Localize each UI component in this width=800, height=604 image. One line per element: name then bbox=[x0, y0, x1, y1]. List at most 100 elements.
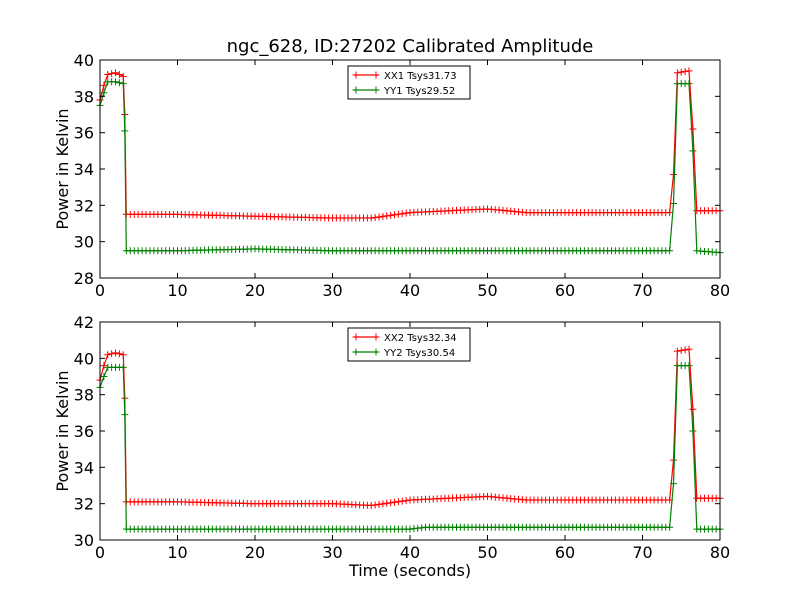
y-tick-label: 38 bbox=[74, 87, 94, 106]
data-point bbox=[681, 68, 689, 76]
data-point bbox=[119, 351, 127, 359]
y-axis-label: Power in Kelvin bbox=[53, 370, 72, 491]
data-point bbox=[371, 214, 379, 222]
data-point bbox=[670, 456, 677, 464]
x-tick-label: 50 bbox=[477, 281, 497, 300]
data-point bbox=[387, 499, 395, 507]
x-tick-label: 70 bbox=[632, 281, 652, 300]
data-point bbox=[115, 350, 123, 358]
data-point bbox=[387, 211, 395, 219]
data-point bbox=[689, 405, 697, 413]
series-markers-2 bbox=[96, 362, 724, 533]
series-markers-1 bbox=[96, 67, 724, 222]
legend-label: YY1 Tsys29.52 bbox=[383, 86, 455, 97]
data-point bbox=[666, 247, 674, 255]
data-point bbox=[670, 170, 677, 178]
legend-marker bbox=[352, 86, 380, 94]
data-point bbox=[375, 500, 383, 508]
data-point bbox=[112, 69, 119, 77]
x-tick-label: 10 bbox=[167, 281, 187, 300]
data-point bbox=[119, 363, 127, 371]
data-point bbox=[115, 79, 123, 87]
data-point bbox=[100, 362, 108, 370]
data-point bbox=[666, 523, 674, 531]
x-tick-label: 80 bbox=[710, 281, 730, 300]
data-point bbox=[398, 210, 406, 218]
subplot-1: 0 10 20 30 40 50 60 70 80 28 30 32 34 36 38 40 Power in … bbox=[53, 51, 730, 300]
x-tick-label: 20 bbox=[245, 543, 265, 562]
data-point bbox=[383, 212, 391, 220]
data-point bbox=[104, 351, 112, 359]
series-markers-2 bbox=[96, 78, 724, 257]
data-point bbox=[391, 498, 398, 506]
data-point bbox=[119, 72, 127, 80]
data-point bbox=[121, 127, 129, 135]
data-point bbox=[100, 373, 108, 380]
data-point bbox=[100, 89, 108, 97]
data-point bbox=[115, 71, 123, 79]
x-tick-label: 0 bbox=[95, 281, 105, 300]
data-point bbox=[367, 214, 375, 222]
y-tick-label: 40 bbox=[74, 349, 94, 368]
x-tick-label: 40 bbox=[400, 543, 420, 562]
legend: XX1 Tsys31.73 YY1 Tsys29.52 bbox=[347, 65, 471, 100]
x-tick-label: 20 bbox=[245, 281, 265, 300]
legend-box bbox=[347, 327, 471, 362]
x-axis-label: Time (seconds) bbox=[348, 561, 471, 580]
x-tick-label: 60 bbox=[555, 281, 575, 300]
subplot-2: 0 10 20 30 40 50 60 70 80 30 32 34 36 38 40 42 Power in … bbox=[53, 313, 730, 580]
x-tick-label: 30 bbox=[322, 543, 342, 562]
data-point bbox=[673, 69, 681, 77]
data-point bbox=[677, 68, 685, 76]
series-markers-1 bbox=[96, 345, 724, 509]
y-tick-label: 36 bbox=[74, 124, 94, 143]
legend-marker bbox=[352, 333, 380, 341]
data-point bbox=[681, 346, 689, 354]
data-point bbox=[367, 501, 375, 509]
data-point bbox=[689, 147, 697, 155]
data-point bbox=[670, 480, 677, 488]
y-tick-label: 34 bbox=[74, 160, 94, 179]
y-tick-label: 30 bbox=[74, 233, 94, 252]
data-point bbox=[398, 497, 406, 505]
data-point bbox=[402, 497, 410, 505]
data-point bbox=[666, 209, 674, 217]
data-point bbox=[375, 213, 383, 221]
data-point bbox=[685, 67, 693, 75]
data-point bbox=[670, 200, 677, 208]
data-point bbox=[677, 346, 685, 354]
x-tick-label: 80 bbox=[710, 543, 730, 562]
data-point bbox=[689, 427, 697, 435]
data-point bbox=[119, 80, 127, 88]
y-tick-label: 42 bbox=[74, 313, 94, 332]
data-point bbox=[685, 362, 693, 370]
legend-label: YY2 Tsys30.54 bbox=[383, 348, 455, 359]
legend-marker bbox=[352, 71, 380, 79]
y-tick-label: 36 bbox=[74, 422, 94, 441]
y-tick-label: 38 bbox=[74, 386, 94, 405]
data-point bbox=[394, 498, 402, 506]
y-tick-label: 30 bbox=[74, 531, 94, 550]
data-point bbox=[121, 411, 129, 419]
x-tick-label: 50 bbox=[477, 543, 497, 562]
data-point bbox=[402, 209, 410, 217]
data-point bbox=[685, 345, 693, 353]
legend-marker bbox=[352, 348, 380, 356]
y-tick-label: 32 bbox=[74, 495, 94, 514]
data-point bbox=[391, 211, 398, 219]
y-tick-label: 34 bbox=[74, 458, 94, 477]
x-tick-label: 10 bbox=[167, 543, 187, 562]
data-point bbox=[108, 70, 116, 78]
data-point bbox=[673, 347, 681, 355]
y-tick-label: 32 bbox=[74, 196, 94, 215]
data-point bbox=[394, 210, 402, 218]
legend-box bbox=[347, 65, 471, 100]
legend-label: XX1 Tsys31.73 bbox=[384, 71, 457, 82]
x-tick-label: 60 bbox=[555, 543, 575, 562]
chart-title: ngc_628, ID:27202 Calibrated Amplitude bbox=[227, 36, 594, 57]
data-point bbox=[112, 78, 119, 86]
x-tick-label: 40 bbox=[400, 281, 420, 300]
